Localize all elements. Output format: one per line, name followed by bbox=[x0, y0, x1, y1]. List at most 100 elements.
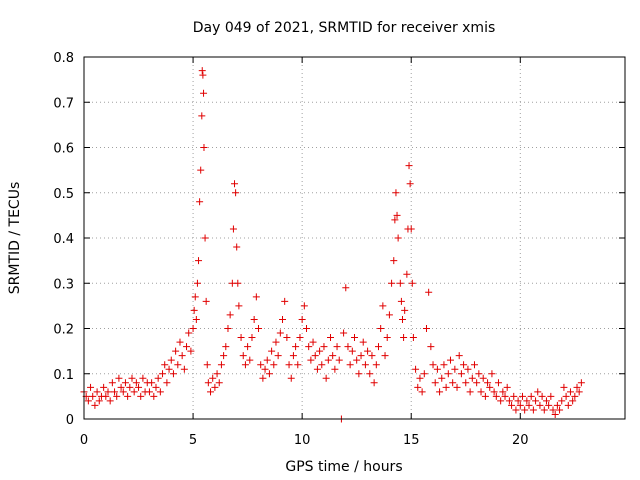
data-point bbox=[189, 325, 197, 332]
data-point bbox=[222, 343, 230, 351]
data-point bbox=[202, 297, 210, 305]
data-point bbox=[135, 383, 143, 391]
data-point bbox=[451, 365, 459, 373]
data-point bbox=[510, 392, 518, 400]
data-point bbox=[250, 315, 258, 323]
y-tick-label: 0.4 bbox=[53, 232, 74, 247]
data-point bbox=[556, 406, 564, 414]
data-point bbox=[331, 365, 339, 373]
data-point bbox=[527, 392, 535, 400]
data-point bbox=[564, 401, 572, 409]
x-tick-label: 20 bbox=[512, 433, 529, 448]
data-point bbox=[316, 347, 324, 355]
data-point bbox=[473, 379, 481, 387]
data-point bbox=[220, 352, 228, 360]
data-point bbox=[333, 343, 341, 351]
data-point bbox=[553, 401, 561, 409]
data-point bbox=[285, 361, 293, 369]
data-point bbox=[259, 374, 267, 382]
data-point bbox=[187, 347, 195, 355]
y-tick-label: 0 bbox=[66, 413, 74, 428]
data-point bbox=[91, 401, 99, 409]
data-point bbox=[213, 370, 221, 378]
data-point bbox=[192, 315, 200, 323]
y-tick-label: 0.1 bbox=[53, 368, 74, 383]
data-point bbox=[379, 302, 387, 310]
data-point bbox=[431, 379, 439, 387]
data-point bbox=[279, 315, 287, 323]
data-point bbox=[577, 379, 585, 387]
data-point bbox=[201, 234, 209, 242]
data-point bbox=[327, 334, 335, 342]
data-point bbox=[296, 334, 304, 342]
data-point bbox=[573, 383, 581, 391]
data-point bbox=[425, 288, 433, 296]
data-point bbox=[248, 334, 256, 342]
data-point bbox=[396, 279, 404, 287]
data-point bbox=[344, 343, 352, 351]
y-tick-label: 0.6 bbox=[53, 142, 74, 157]
data-point bbox=[377, 325, 385, 332]
data-point bbox=[224, 325, 232, 332]
data-point bbox=[294, 361, 302, 369]
data-point bbox=[348, 347, 356, 355]
data-point bbox=[475, 370, 483, 378]
x-tick-label: 15 bbox=[403, 433, 420, 448]
data-point bbox=[287, 374, 295, 382]
data-point bbox=[283, 334, 291, 342]
data-point bbox=[265, 370, 273, 378]
data-point bbox=[305, 343, 313, 351]
data-point bbox=[185, 329, 193, 337]
data-point bbox=[525, 401, 533, 409]
data-point bbox=[569, 397, 577, 405]
y-tick-label: 0.3 bbox=[53, 277, 74, 292]
data-point bbox=[549, 406, 557, 414]
data-point bbox=[545, 401, 553, 409]
data-point bbox=[226, 311, 234, 319]
data-point bbox=[464, 365, 472, 373]
data-point bbox=[102, 392, 110, 400]
data-point bbox=[268, 347, 276, 355]
data-point bbox=[292, 343, 300, 351]
data-point bbox=[303, 325, 311, 332]
data-point bbox=[405, 162, 413, 170]
data-point bbox=[87, 383, 95, 391]
data-point bbox=[538, 392, 546, 400]
data-point bbox=[229, 225, 237, 233]
data-point bbox=[298, 315, 306, 323]
data-point bbox=[508, 401, 516, 409]
data-point bbox=[481, 392, 489, 400]
data-point bbox=[172, 347, 180, 355]
data-point bbox=[198, 67, 206, 75]
data-point bbox=[436, 388, 444, 396]
data-point bbox=[239, 352, 247, 360]
data-point bbox=[340, 329, 348, 337]
data-point bbox=[311, 352, 319, 360]
data-point bbox=[113, 392, 121, 400]
data-point bbox=[449, 379, 457, 387]
data-point bbox=[562, 392, 570, 400]
data-point bbox=[263, 356, 271, 364]
data-point bbox=[104, 388, 112, 396]
data-point bbox=[152, 383, 160, 391]
data-point bbox=[178, 352, 186, 360]
data-point bbox=[346, 361, 354, 369]
data-point bbox=[215, 379, 223, 387]
data-point bbox=[381, 352, 389, 360]
data-point bbox=[488, 370, 496, 378]
data-point bbox=[422, 325, 430, 332]
data-point bbox=[207, 388, 215, 396]
data-point bbox=[126, 383, 134, 391]
data-point bbox=[217, 361, 225, 369]
data-point bbox=[534, 388, 542, 396]
data-point bbox=[289, 352, 297, 360]
data-point bbox=[366, 370, 374, 378]
data-point bbox=[89, 392, 97, 400]
data-point bbox=[494, 379, 502, 387]
data-point bbox=[198, 112, 206, 120]
data-point bbox=[100, 383, 108, 391]
data-point bbox=[536, 401, 544, 409]
data-point bbox=[470, 361, 478, 369]
chart-title: Day 049 of 2021, SRMTID for receiver xmi… bbox=[193, 20, 496, 36]
data-point bbox=[108, 379, 116, 387]
